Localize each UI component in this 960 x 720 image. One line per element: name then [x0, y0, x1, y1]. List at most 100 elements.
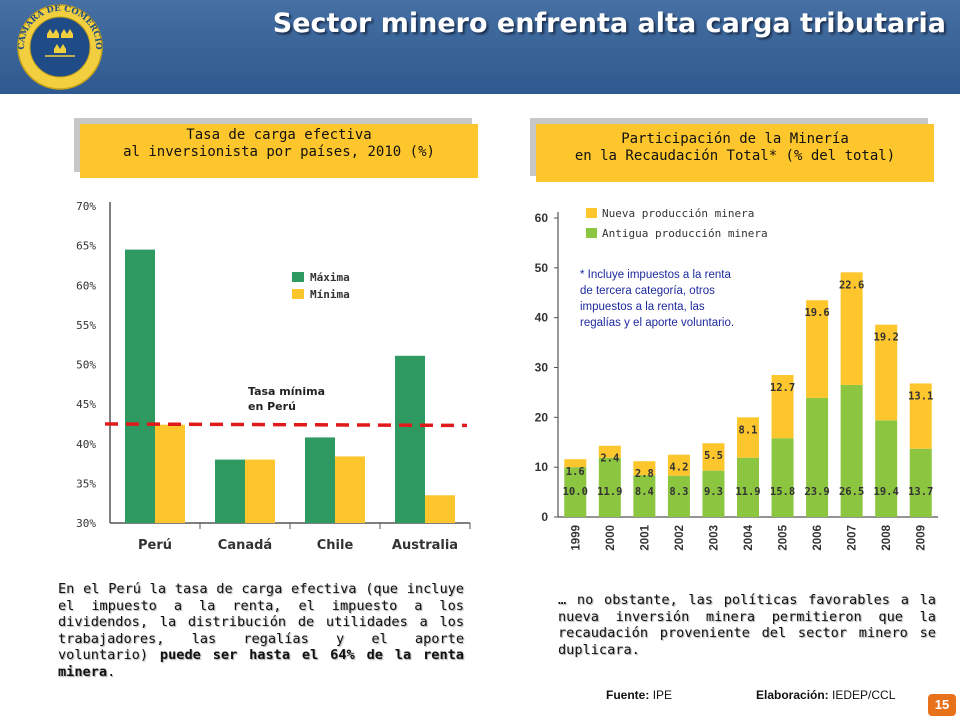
footer-source-label: Fuente:: [606, 688, 650, 702]
bar-mínima: [245, 459, 275, 523]
footer-source-value: IPE: [652, 688, 673, 702]
footer-source: Fuente: IPE: [606, 688, 672, 702]
footnote-line: regalías y el aporte voluntario.: [580, 317, 734, 329]
y-tick-label: 65%: [76, 240, 96, 253]
x-tick-label: 2009: [916, 525, 928, 551]
bar-nueva: [667, 454, 690, 476]
reference-line-label: en Perú: [248, 400, 296, 413]
y-tick-label: 35%: [76, 477, 96, 490]
x-tick-label: 2001: [639, 524, 651, 550]
mining-revenue-share-chart: 0 10 20 30 40 50 60 10.0 1.6 1999 11.9 2.4 2000 8.4 2.…: [535, 207, 938, 551]
y-tick-label: 30: [535, 361, 549, 375]
data-label-nueva: 4.2: [669, 462, 688, 474]
bar-antigua: [598, 457, 621, 517]
right-paragraph-text: … no obstante, las políticas favorables …: [558, 592, 936, 658]
x-tick-label: Chile: [317, 538, 354, 553]
left-paragraph-text: En el Perú la tasa de carga efectiva (qu…: [58, 581, 464, 664]
bar-nueva: [702, 443, 725, 471]
x-tick-label: 2006: [812, 525, 824, 551]
y-tick-label: 70%: [76, 200, 96, 213]
data-label-antigua: 10.0: [563, 486, 588, 498]
bar-nueva: [909, 383, 932, 449]
x-tick-label: Australia: [392, 538, 458, 553]
footnote-line: impuestos a la renta, las: [580, 301, 705, 313]
left-box-line2: al inversionista por países, 2010 (%): [123, 144, 435, 160]
legend-swatch: [292, 272, 304, 282]
bar-antigua: [771, 438, 794, 517]
data-label-antigua: 11.9: [597, 486, 622, 498]
bar-mínima: [425, 495, 455, 523]
footer-elaboration-value: IEDEP/CCL: [832, 688, 896, 702]
footer-elaboration-label: Elaboración:: [756, 688, 829, 702]
right-box-line2: en la Recaudación Total* (% del total): [574, 148, 896, 164]
legend-swatch: [292, 289, 304, 299]
data-label-nueva: 12.7: [770, 382, 795, 394]
bar-nueva: [737, 417, 759, 458]
bar-antigua: [702, 470, 725, 517]
data-label-nueva: 2.8: [635, 468, 654, 480]
data-label-nueva: 13.1: [908, 390, 933, 402]
data-label-antigua: 11.9: [735, 486, 760, 498]
x-tick-label: 2008: [881, 524, 893, 550]
x-tick-label: 2007: [847, 525, 859, 551]
header-bar: CÁMARA DE COMERCIO LIMA Sector minero en…: [0, 0, 960, 94]
page-title: Sector minero enfrenta alta carga tribut…: [272, 8, 946, 39]
bar-antigua: [909, 448, 932, 517]
data-label-antigua: 19.4: [874, 486, 899, 498]
y-tick-label: 50%: [76, 359, 96, 372]
x-tick-label: Canadá: [218, 538, 272, 553]
left-box-line1: Tasa de carga efectiva: [186, 127, 372, 143]
y-tick-label: 55%: [76, 319, 96, 332]
legend-label: Mínima: [310, 288, 350, 301]
y-tick-label: 60: [535, 211, 549, 225]
data-label-antigua: 9.3: [704, 486, 723, 498]
bar-nueva: [598, 445, 621, 458]
bar-máxima: [215, 459, 245, 523]
right-chart-title-box: Participación de la Minería en la Recaud…: [536, 124, 934, 182]
bar-máxima: [395, 355, 425, 523]
right-paragraph: … no obstante, las políticas favorables …: [558, 592, 936, 658]
bar-antigua: [737, 457, 759, 517]
bar-antigua: [806, 397, 829, 517]
y-tick-label: 20: [535, 410, 549, 424]
y-tick-label: 40%: [76, 438, 96, 451]
data-label-antigua: 15.8: [770, 486, 795, 498]
bar-mínima: [155, 424, 185, 523]
legend-swatch: [586, 228, 597, 238]
legend-swatch: [586, 208, 597, 218]
bar-nueva: [771, 374, 794, 439]
y-tick-label: 60%: [76, 279, 96, 292]
y-tick-label: 30%: [76, 517, 96, 530]
x-tick-label: 2005: [778, 524, 790, 550]
footnote-text: * Incluye impuestos a la renta de tercera…: [580, 269, 734, 329]
y-tick-label: 40: [535, 311, 549, 325]
footer-elaboration: Elaboración: IEDEP/CCL: [756, 688, 895, 702]
right-box-line1: Participación de la Minería: [621, 131, 849, 147]
svg-text:LIMA: LIMA: [47, 64, 73, 76]
x-tick-label: Perú: [138, 538, 172, 553]
bar-antigua: [564, 467, 587, 517]
left-paragraph: En el Perú la tasa de carga efectiva (qu…: [58, 581, 464, 681]
x-tick-label: 2004: [743, 524, 755, 550]
y-tick-label: 0: [541, 510, 548, 524]
data-label-nueva: 22.6: [839, 279, 864, 291]
x-tick-label: 1999: [570, 525, 582, 551]
bar-nueva: [875, 324, 898, 421]
y-tick-label: 10: [535, 460, 549, 474]
legend-label: Antigua producción minera: [602, 227, 768, 240]
page-number-badge: 15: [928, 694, 956, 716]
data-label-nueva: 8.1: [739, 424, 758, 436]
y-tick-label: 45%: [76, 398, 96, 411]
data-label-nueva: 5.5: [704, 450, 723, 462]
tax-burden-chart: 30% 35% 40% 45% 50% 55% 60% 65% 70% Perú Canadá Chi…: [76, 200, 471, 553]
data-label-antigua: 8.4: [635, 486, 654, 498]
bar-nueva: [806, 300, 829, 398]
legend-label: Nueva producción minera: [602, 207, 754, 220]
data-label-antigua: 13.7: [908, 486, 933, 498]
bar-antigua: [875, 420, 898, 517]
y-tick-label: 50: [535, 261, 549, 275]
bar-antigua: [633, 475, 656, 517]
x-tick-label: 2000: [605, 525, 617, 551]
bar-antigua: [667, 475, 690, 517]
chamber-of-commerce-logo: CÁMARA DE COMERCIO LIMA: [15, 4, 103, 90]
